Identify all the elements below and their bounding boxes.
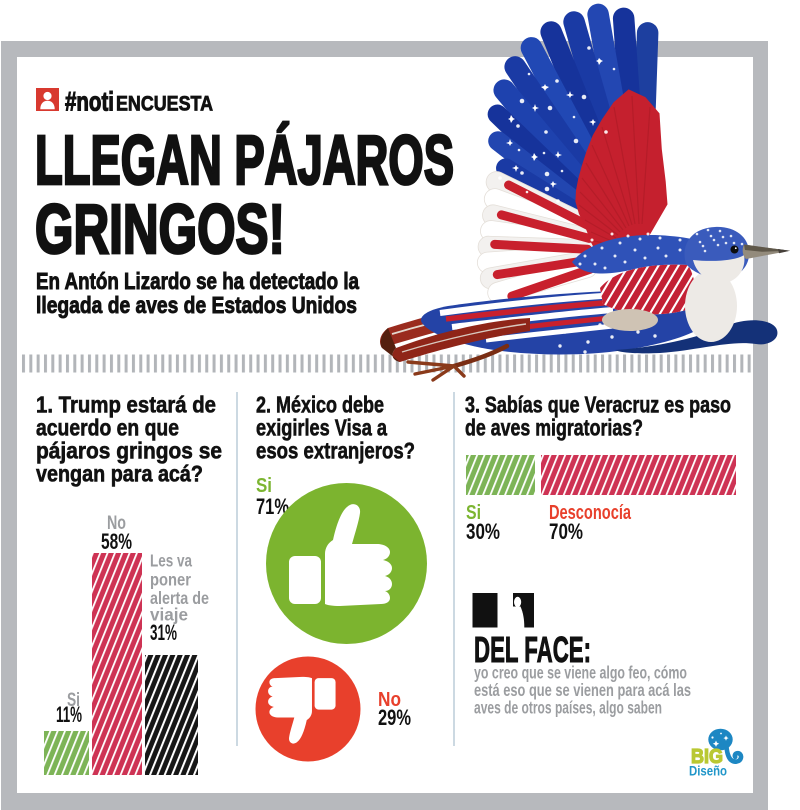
svg-text:BIG: BIG: [691, 746, 723, 768]
svg-text:58%: 58%: [101, 529, 132, 554]
svg-text:exigirles Visa a: exigirles Visa a: [256, 415, 387, 441]
svg-text:de aves migratorias?: de aves migratorias?: [465, 415, 643, 441]
svg-text:2. México debe: 2. México debe: [256, 392, 384, 418]
svg-text:1. Trump estará de: 1. Trump estará de: [36, 392, 216, 418]
svg-text:Si: Si: [466, 502, 481, 524]
svg-text:31%: 31%: [150, 620, 177, 645]
svg-text:alerta de: alerta de: [150, 588, 209, 608]
svg-text:No: No: [107, 513, 126, 534]
svg-text:30%: 30%: [466, 519, 500, 544]
svg-text:29%: 29%: [378, 705, 411, 730]
svg-text:3. Sabías que Veracruz es paso: 3. Sabías que Veracruz es paso: [465, 392, 731, 418]
svg-text:En Antón Lizardo se ha detecta: En Antón Lizardo se ha detectado la: [36, 268, 360, 294]
svg-text:poner: poner: [150, 570, 191, 590]
svg-text:acuerdo en que: acuerdo en que: [36, 415, 179, 441]
svg-text:vengan para acá?: vengan para acá?: [36, 461, 203, 487]
svg-text:70%: 70%: [549, 519, 583, 544]
svg-text:esos extranjeros?: esos extranjeros?: [256, 438, 415, 464]
svg-text:ENCUESTA: ENCUESTA: [116, 93, 213, 116]
svg-text:Diseño: Diseño: [689, 764, 727, 779]
svg-text:LLEGAN PÁJAROS: LLEGAN PÁJAROS: [35, 121, 454, 199]
svg-text:Les va: Les va: [150, 551, 192, 571]
svg-text:está eso que se vienen para ac: está eso que se vienen para acá las: [474, 680, 691, 700]
svg-text:GRINGOS!: GRINGOS!: [35, 190, 285, 268]
svg-text:DEL FACE:: DEL FACE:: [474, 629, 591, 670]
svg-text:llegada de aves de Estados Uni: llegada de aves de Estados Unidos: [36, 292, 357, 318]
svg-text:Si: Si: [256, 475, 272, 497]
svg-text:yo creo que se viene algo feo,: yo creo que se viene algo feo, cómo: [474, 663, 687, 683]
svg-text:viaje: viaje: [150, 605, 188, 625]
svg-text:pájaros gringos se: pájaros gringos se: [36, 438, 222, 464]
svg-text:aves de otros países, algo sab: aves de otros países, algo saben: [474, 698, 662, 718]
svg-text:Si: Si: [67, 690, 80, 711]
svg-text:Desconocía: Desconocía: [549, 502, 632, 524]
svg-text:#noti: #noti: [65, 87, 114, 117]
svg-text:No: No: [378, 689, 401, 711]
svg-text:11%: 11%: [56, 702, 82, 727]
